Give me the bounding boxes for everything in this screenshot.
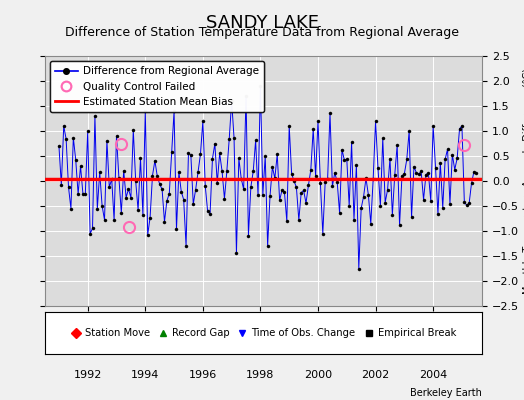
Text: 2000: 2000 xyxy=(304,370,332,380)
Text: 1998: 1998 xyxy=(246,370,275,380)
Text: 1994: 1994 xyxy=(131,370,159,380)
Text: 2002: 2002 xyxy=(362,370,390,380)
Legend: Station Move, Record Gap, Time of Obs. Change, Empirical Break: Station Move, Record Gap, Time of Obs. C… xyxy=(68,325,459,341)
Text: 1996: 1996 xyxy=(189,370,217,380)
Y-axis label: Monthly Temperature Anomaly Difference (°C): Monthly Temperature Anomaly Difference (… xyxy=(523,68,524,294)
Text: Difference of Station Temperature Data from Regional Average: Difference of Station Temperature Data f… xyxy=(65,26,459,39)
Text: SANDY LAKE: SANDY LAKE xyxy=(205,14,319,32)
Legend: Difference from Regional Average, Quality Control Failed, Estimated Station Mean: Difference from Regional Average, Qualit… xyxy=(50,61,264,112)
Text: Berkeley Earth: Berkeley Earth xyxy=(410,388,482,398)
Text: 1992: 1992 xyxy=(73,370,102,380)
Text: 2004: 2004 xyxy=(419,370,447,380)
